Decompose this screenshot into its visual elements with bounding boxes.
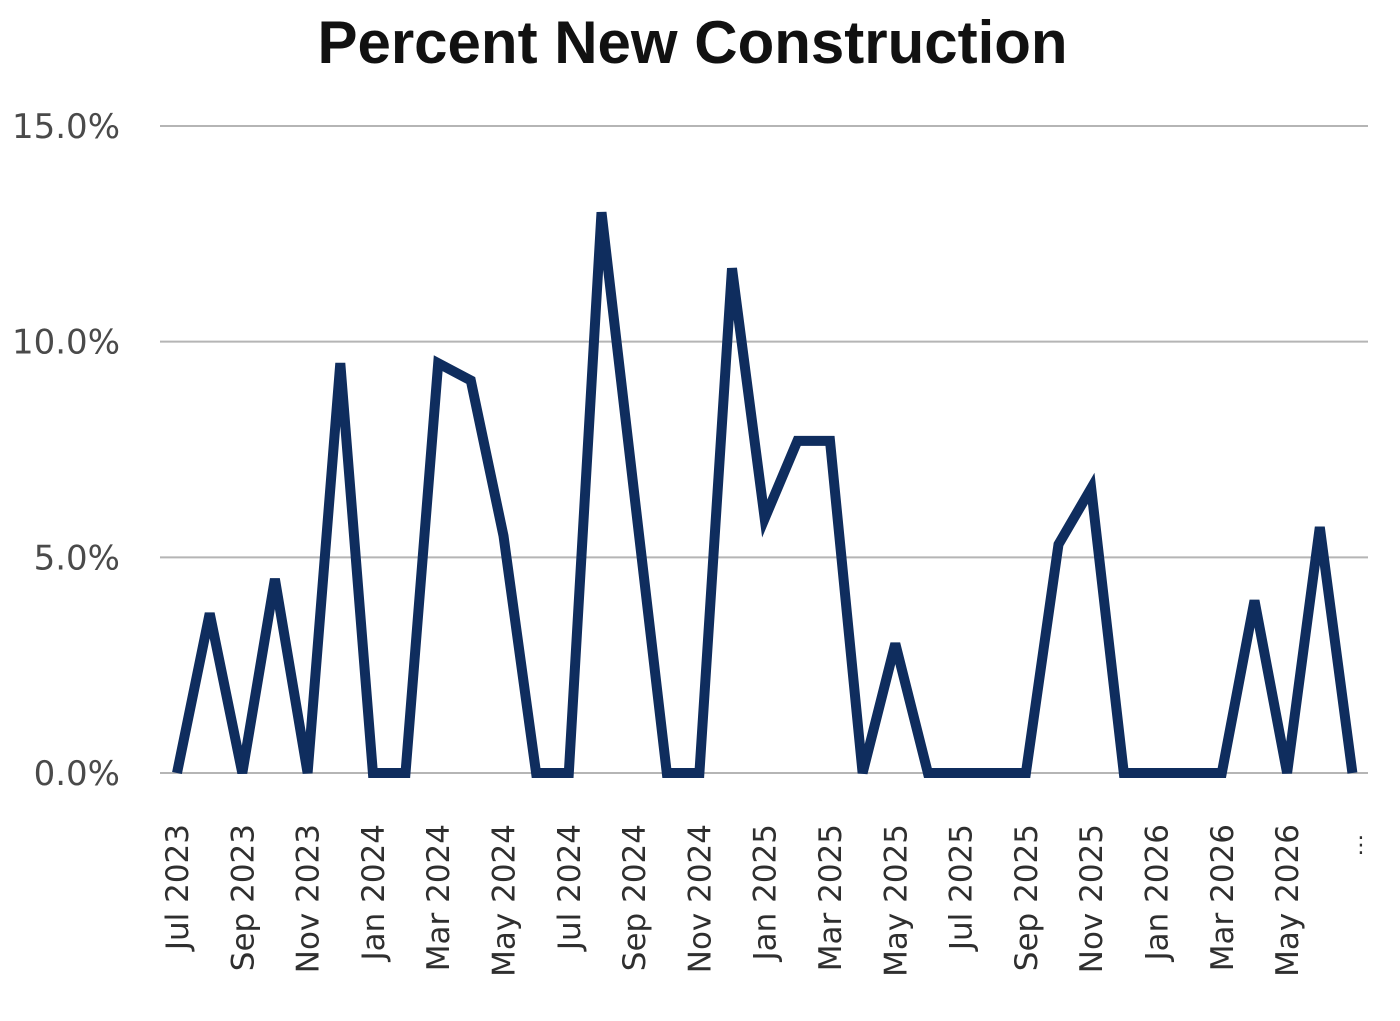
data-point [209,613,210,614]
x-tick-label: Mar 2025 [813,824,849,971]
data-point [797,440,798,441]
data-point [1123,773,1124,774]
data-point [307,773,308,774]
x-tick-label: Jul 2025 [944,824,980,952]
data-point [895,643,896,644]
data-point [862,773,863,774]
data-point [536,773,537,774]
data-point [1156,773,1157,774]
data-point [1025,773,1026,774]
data-point [1091,488,1092,489]
data-point [666,773,667,774]
x-tick-label: Nov 2023 [291,824,327,973]
data-point [568,773,569,774]
data-point [927,773,928,774]
x-tick-label: Sep 2025 [1009,824,1045,971]
series-layer [172,211,1358,778]
series-line [172,211,1358,778]
x-tick-label: May 2025 [878,824,914,977]
x-tick-label: Jul 2023 [160,824,196,952]
x-tick-label: Nov 2024 [682,824,718,973]
data-point [1287,773,1288,774]
y-tick-label: 5.0% [34,538,120,578]
data-point [1221,773,1222,774]
data-point [732,268,733,269]
x-tick-label: Jan 2026 [1140,824,1176,963]
x-tick-label: Jan 2025 [748,824,784,963]
data-point [503,535,504,536]
data-point [1352,773,1353,774]
x-tick-label: Nov 2025 [1074,824,1110,973]
x-tick-label: Sep 2024 [617,824,653,971]
data-point [242,773,243,774]
gridlines [160,125,1368,774]
x-tick-label: Jul 2024 [552,824,588,952]
data-point [1189,773,1190,774]
x-tick-label: May 2026 [1270,824,1306,977]
data-point [764,518,765,519]
data-point [1254,600,1255,601]
data-point [177,773,178,774]
data-point [830,440,831,441]
x-axis-ticks: Jul 2023 Sep 2023 Nov 2023 Jan 2024 Mar 2024… [160,824,1372,977]
data-point [1058,544,1059,545]
data-point [405,773,406,774]
y-tick-label: 10.0% [12,323,120,363]
data-point [438,363,439,364]
y-tick-label: 0.0% [34,754,120,794]
data-point [470,380,471,381]
data-point [699,773,700,774]
data-point [372,773,373,774]
y-axis-ticks: 0.0% 5.0% 10.0% 15.0% [12,107,120,794]
x-tick-label: Mar 2026 [1205,824,1241,971]
chart-title: Percent New Construction [317,9,1068,76]
x-tick-label: Jan 2024 [356,824,392,963]
y-tick-label: 15.0% [12,107,120,147]
data-point [601,212,602,213]
data-point [993,773,994,774]
x-tick-label: May 2024 [487,824,523,977]
x-tick-overflow: ⋮ [1350,833,1372,858]
data-point [274,578,275,579]
data-point [634,492,635,493]
x-tick-label: Sep 2023 [225,824,261,971]
data-point [1319,527,1320,528]
x-tick-label: Mar 2024 [421,824,457,971]
data-point [960,773,961,774]
data-point [340,363,341,364]
